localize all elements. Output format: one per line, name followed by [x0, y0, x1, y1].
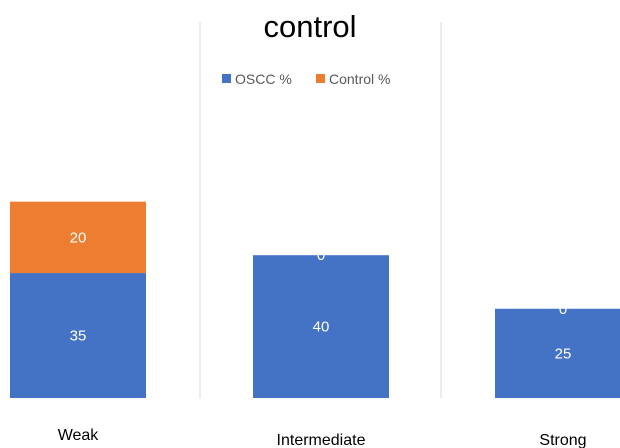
data-label: 35: [70, 328, 87, 345]
bar-control-weak: [10, 201, 146, 274]
data-label: 25: [555, 345, 572, 362]
category-label: Strong: [539, 432, 586, 448]
data-labels: 35 20 40 0 25 0: [70, 229, 572, 362]
category-separators: [199, 22, 442, 398]
bar-oscc-strong: [495, 308, 620, 398]
data-label: 0: [559, 301, 567, 318]
data-label: 0: [317, 247, 325, 264]
legend-label-control: Control %: [329, 71, 390, 87]
legend-label-oscc: OSCC %: [235, 71, 292, 87]
legend-swatch-oscc: [222, 74, 231, 83]
data-label: 40: [313, 319, 330, 336]
bar-oscc-intermediate: [253, 255, 389, 398]
bar-oscc-weak: [10, 273, 146, 398]
bars: [10, 201, 620, 398]
data-label: 20: [70, 229, 87, 246]
category-labels: Weak Intermediate Strong: [58, 427, 587, 448]
category-label: Weak: [58, 427, 100, 444]
legend-swatch-control: [316, 74, 325, 83]
legend: OSCC % Control %: [222, 71, 390, 87]
category-label: Intermediate: [277, 432, 366, 448]
chart-title: control: [263, 9, 356, 44]
